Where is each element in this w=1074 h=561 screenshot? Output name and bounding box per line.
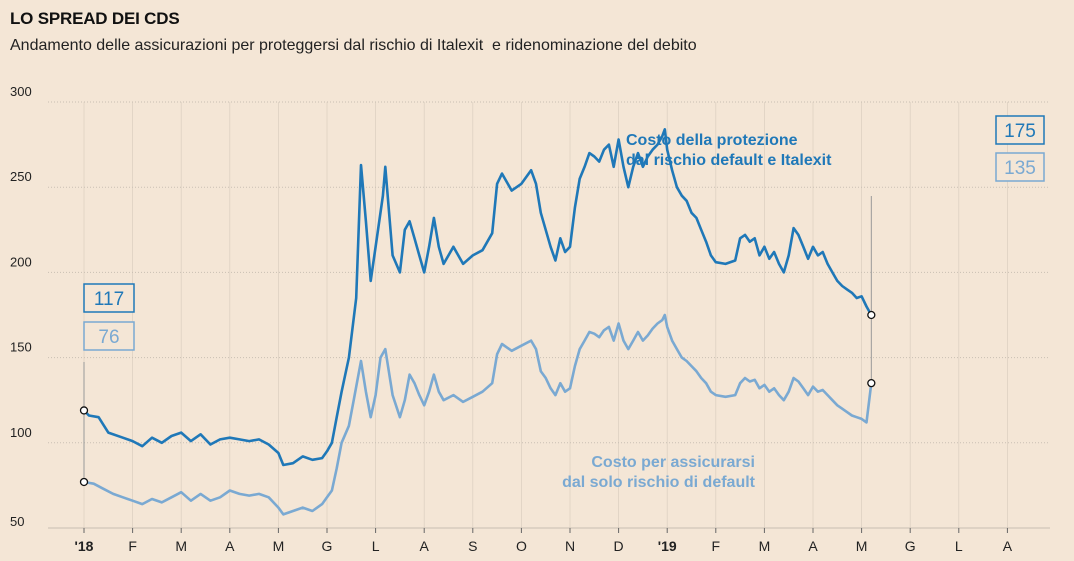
series-line-default xyxy=(83,313,873,516)
series-label-default: Costo per assicurarsi dal solo rischio di… xyxy=(562,454,756,491)
x-tick-label: M xyxy=(175,538,187,554)
start-value-default: 76 xyxy=(98,327,119,348)
chart-subtitle: Andamento delle assicurazioni per proteg… xyxy=(10,37,697,54)
x-tick-label: '18 xyxy=(75,538,94,554)
x-axis-ticks: '18 F M A M G L A S O N D '19 F M A M G L A xyxy=(75,538,1013,554)
x-tick-label: M xyxy=(759,538,771,554)
series-layer xyxy=(79,128,876,516)
series-line-protection xyxy=(83,128,873,467)
start-value-protection: 117 xyxy=(94,289,124,310)
chart-title: LO SPREAD DEI CDS xyxy=(10,9,180,28)
y-tick-label: 150 xyxy=(10,340,32,355)
x-tick-label: A xyxy=(420,538,430,554)
x-tick-label: L xyxy=(955,538,963,554)
series-label-protection: Costo della protezione dal rischio defaul… xyxy=(626,132,832,169)
x-tick-label: F xyxy=(712,538,721,554)
x-tick-label: M xyxy=(273,538,285,554)
end-value-default: 135 xyxy=(1004,158,1036,179)
x-tick-label: A xyxy=(1003,538,1013,554)
end-value-protection: 175 xyxy=(1004,121,1036,142)
start-marker xyxy=(79,477,89,487)
x-tick-label: N xyxy=(565,538,575,554)
y-tick-label: 50 xyxy=(10,514,24,529)
end-marker xyxy=(867,379,876,388)
x-tick-label: O xyxy=(516,538,527,554)
start-value-default-frame xyxy=(83,321,135,351)
y-tick-label: 100 xyxy=(10,425,32,440)
x-tick-label: G xyxy=(322,538,333,554)
y-tick-label: 200 xyxy=(10,254,32,269)
x-tick-label: M xyxy=(856,538,868,554)
x-tick-label: G xyxy=(905,538,916,554)
start-marker xyxy=(79,406,89,415)
end-value-default-frame xyxy=(995,152,1045,182)
x-tick-label: L xyxy=(372,538,380,554)
x-tick-label: F xyxy=(128,538,137,554)
end-value-protection-frame xyxy=(995,115,1045,145)
grid-layer xyxy=(48,101,1050,533)
x-tick-label: A xyxy=(225,538,235,554)
x-tick-label: A xyxy=(808,538,818,554)
y-tick-label: 300 xyxy=(10,84,32,99)
y-tick-label: 250 xyxy=(10,169,32,184)
y-axis-ticks: 300 250 200 150 100 50 xyxy=(10,84,32,529)
start-value-protection-frame xyxy=(83,283,135,313)
x-tick-label: S xyxy=(468,538,477,554)
end-marker xyxy=(867,310,876,320)
x-tick-label: D xyxy=(614,538,624,554)
series-labels: 117 76 175 135 Costo della protezione dal ris… xyxy=(83,115,1045,491)
x-tick-label: '19 xyxy=(658,538,677,554)
